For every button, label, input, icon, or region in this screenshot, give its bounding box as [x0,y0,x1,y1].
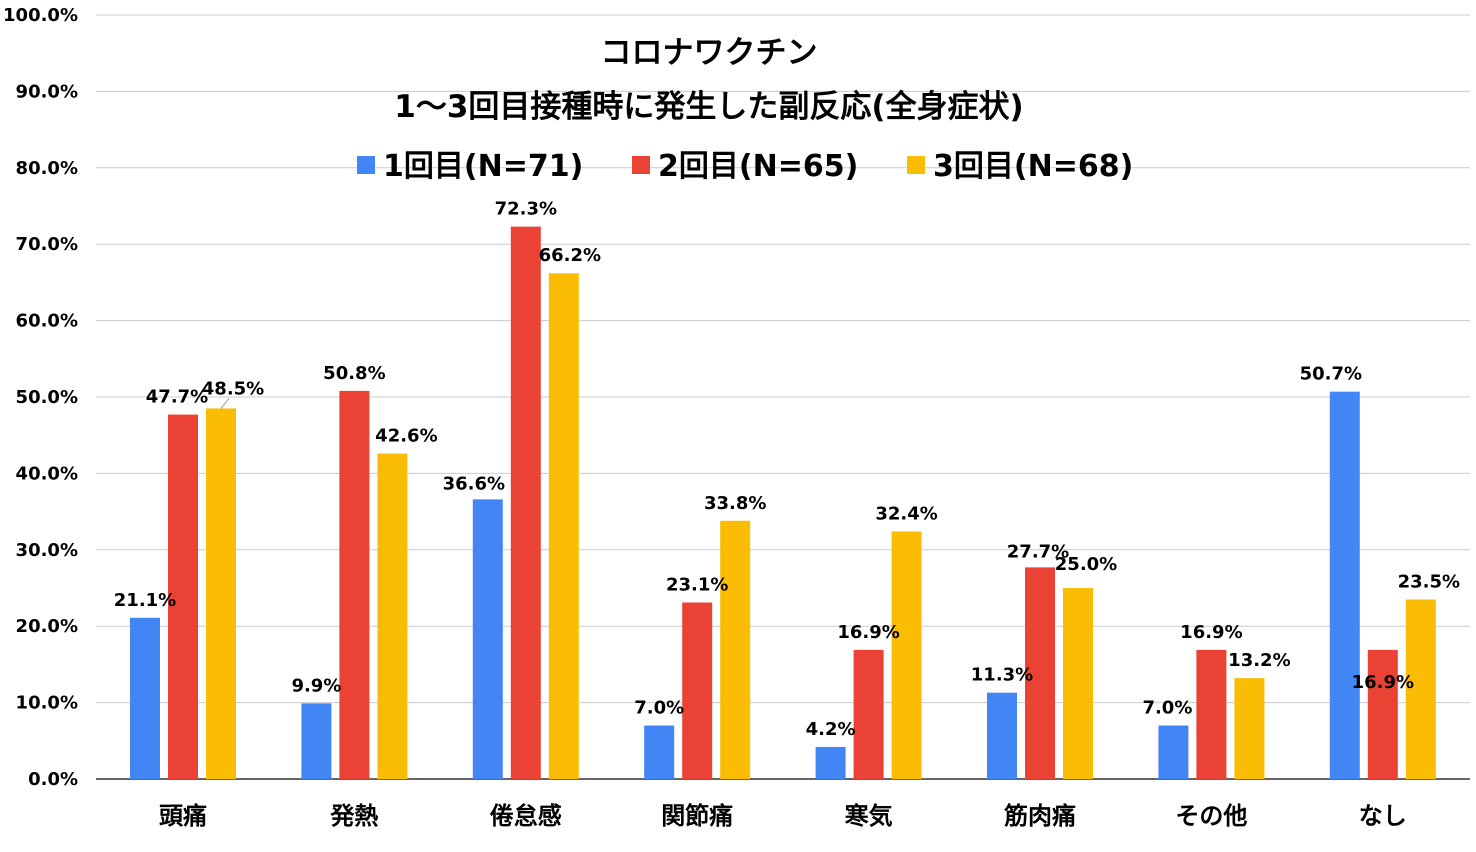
bar [853,649,884,779]
x-axis-categories: 頭痛 発熱 倦怠感 関節痛 寒気 筋肉痛 その他 なし [159,802,1407,830]
data-label: 33.8% [704,493,766,514]
data-label: 27.7% [1007,541,1069,562]
bar [1329,391,1360,779]
y-tick-label: 70.0% [16,234,78,255]
chart-title: コロナワクチン 1〜3回目接種時に発生した副反応(全身症状) [394,35,1023,125]
y-tick-label: 80.0% [16,158,78,179]
bar [720,520,751,779]
y-tick-label: 40.0% [16,463,78,484]
data-label: 11.3% [971,665,1033,686]
data-label: 42.6% [375,426,437,447]
data-label: 66.2% [539,245,601,266]
data-label: 16.9% [1180,622,1242,643]
data-label: 23.5% [1398,571,1460,592]
y-tick-label: 60.0% [16,311,78,332]
y-tick-label: 100.0% [3,5,78,26]
bar [168,414,198,779]
y-tick-label: 10.0% [16,693,78,714]
bar [1063,588,1093,779]
bar [301,703,332,779]
y-tick-label: 90.0% [16,81,78,102]
data-label: 16.9% [837,622,899,643]
data-label-leader [220,398,230,409]
bar [510,226,541,780]
x-category-label: 関節痛 [661,802,733,830]
data-label: 16.9% [1352,672,1414,693]
legend-label: 1回目(N=71) [383,149,583,184]
y-tick-label: 50.0% [16,387,78,408]
data-label: 9.9% [291,675,341,696]
bar [1158,725,1189,779]
gridlines [96,14,1470,780]
bar [548,273,579,779]
bar [1405,599,1436,779]
y-tick-label: 0.0% [28,769,78,790]
chart-title-line-2: 1〜3回目接種時に発生した副反応(全身症状) [394,89,1023,125]
x-category-label: 倦怠感 [490,802,562,830]
bar [377,453,408,779]
x-category-label: その他 [1175,802,1247,830]
bar [1025,567,1055,779]
x-category-label: 寒気 [845,802,893,830]
x-category-label: 発熱 [329,802,378,830]
data-label: 7.0% [634,698,684,719]
data-label: 32.4% [875,503,937,524]
bar [682,602,713,779]
bar [987,692,1017,779]
legend-swatch [907,156,925,174]
data-label: 50.7% [1300,364,1362,385]
y-tick-label: 30.0% [16,540,78,561]
data-label: 50.8% [323,363,385,384]
bar [206,408,236,779]
x-category-label: なし [1359,802,1407,830]
legend: 1回目(N=71) 2回目(N=65) 3回目(N=68) [357,149,1133,184]
data-labels: 21.1% 9.9% 36.6% 7.0% 4.2% 11.3% 7.0% 50.7% 47.7… [114,199,1460,740]
data-label: 72.3% [495,199,557,220]
bar [472,499,503,779]
y-tick-label: 20.0% [16,616,78,637]
data-label: 48.5% [202,378,264,399]
bar [130,617,160,779]
bar [891,531,922,779]
bar [1196,649,1227,779]
bar [339,390,370,779]
y-axis-ticks: 0.0% 10.0% 20.0% 30.0% 40.0% 50.0% 60.0% 70.0% 8… [3,5,78,790]
bars [130,226,1436,780]
legend-swatch [357,156,375,174]
legend-swatch [632,156,650,174]
bar [644,725,675,779]
bar [1367,649,1398,779]
x-category-label: 筋肉痛 [1003,802,1076,830]
data-label: 4.2% [806,719,856,740]
chart-title-line-1: コロナワクチン [601,35,818,71]
bar [1234,678,1265,779]
data-label: 36.6% [443,473,505,494]
data-label: 13.2% [1228,650,1290,671]
data-label: 25.0% [1055,554,1117,575]
data-label: 23.1% [666,575,728,596]
x-category-label: 頭痛 [159,802,207,830]
data-label: 7.0% [1142,698,1192,719]
legend-label: 3回目(N=68) [933,149,1133,184]
data-label: 21.1% [114,590,176,611]
data-label: 47.7% [146,387,208,408]
legend-label: 2回目(N=65) [658,149,858,184]
bar [815,746,846,779]
